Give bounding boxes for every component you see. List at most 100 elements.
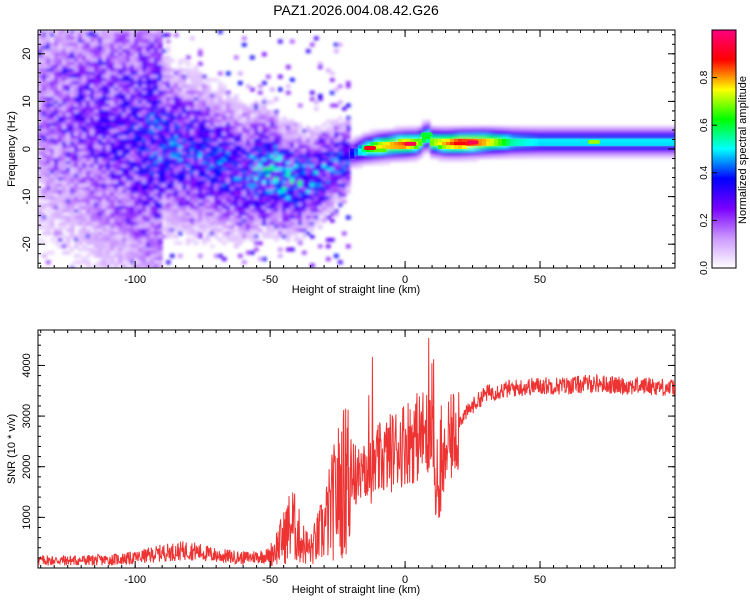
spectrogram-cell [322,123,327,127]
spectrogram-cell [602,155,607,159]
spectrogram-cell [170,59,175,63]
spectrogram-cell [514,155,519,159]
spectrogram-cell [338,43,343,47]
spectrogram-cell [78,267,83,271]
spectrogram-cell [294,238,299,242]
spectrogram-cell [162,235,167,239]
spectrogram-cell [198,62,203,66]
spectrogram-cell [258,241,263,245]
spectrogram-cell [330,91,335,95]
spectrogram-cell [466,158,471,162]
spectrogram-cell [498,155,503,159]
spectrogram-cell [582,155,587,159]
spectrogram-cell [338,203,343,207]
spectrogram-cell [262,81,267,85]
spectrogram-cell [238,254,243,258]
spectrogram-cell [226,72,231,76]
spectrogram-cell [666,155,671,159]
spectrogram-cell [530,142,535,146]
spectrogram-cell [286,65,291,69]
spectrogram-cell [358,164,363,168]
spectrogram-cell [614,155,619,159]
spectrogram-cell [202,75,207,79]
spectrogram-cell [382,161,387,165]
spectrogram-cell [334,212,339,216]
spectrogram-cell [390,158,395,162]
spectrogram-cell [250,110,255,114]
spectrogram-cell [186,56,191,60]
spectrogram-cell [262,52,267,56]
spectrogram-cell [86,241,91,245]
spectrogram-cell [166,49,171,53]
spectrogram-cell [46,196,51,200]
spectrogram-cell [606,155,611,159]
spectrogram-cell [422,152,427,156]
spectrogram-cell [210,78,215,82]
spectrogram-cell [266,235,271,239]
spectrogram-cell [62,244,67,248]
spectrogram-cell [282,235,287,239]
spectrogram-cell [202,228,207,232]
spectrogram-cell [414,158,419,162]
spectrogram-cell [154,267,159,271]
spectrogram-cell [114,254,119,258]
spectrogram-cell [318,225,323,229]
spectrogram-cell [98,225,103,229]
spectrogram-cell [90,251,95,255]
spectrogram-cell [518,155,523,159]
spectrogram-cell [550,155,555,159]
spectrogram-cell [74,260,79,264]
spectrogram-cell [42,225,47,229]
spectrogram-cell [494,155,499,159]
spectrogram-cell [206,238,211,242]
spectrogram-cell [206,78,211,82]
spectrogram-cell [430,142,435,146]
spectrogram-cell [222,241,227,245]
spectrogram-cell [150,267,155,271]
spectrogram-cell [334,104,339,108]
spectrogram-cell [570,155,575,159]
spectrogram-cell [86,254,91,258]
spectrogram-cell [90,267,95,271]
spectrogram-cell [178,62,183,66]
spectrogram-cell [166,235,171,239]
spectrogram-cell [82,238,87,242]
spectrogram-cell [222,91,227,95]
spectrogram-cell [350,164,355,168]
spectrogram-cell [78,248,83,252]
spectrogram-cell [486,142,491,146]
spectrogram-cell [330,212,335,216]
spectrogram-cell [178,232,183,236]
spectrogram-cell [318,212,323,216]
spectrogram-cell [58,244,63,248]
spectrogram-cell [74,203,79,207]
spectrogram-cell [302,251,307,255]
spectrogram-cell [406,158,411,162]
spectrogram-cell [138,267,143,271]
spectrogram-cell [278,40,283,44]
spectrogram-cell [618,155,623,159]
spectrogram-cell [270,88,275,92]
spectrogram-cell [198,84,203,88]
spectrogram-cell [166,33,171,37]
spectrogram-cell [478,155,483,159]
spectrogram-cell [230,238,235,242]
spectrogram-cell [318,219,323,223]
spectrogram-cell [90,225,95,229]
spectrogram-cell [54,216,59,220]
spectrogram-cell [590,155,595,159]
spectrogram-cell [90,241,95,245]
spectrogram-cell [210,232,215,236]
spectrogram-cell [622,155,627,159]
spectrogram-cell [234,222,239,226]
spectrogram-cell [342,193,347,197]
spectrogram-cell [38,238,43,242]
spectrogram-cell [162,219,167,223]
spectrogram-cell [50,232,55,236]
spectrogram-cell [42,232,47,236]
spectrogram-cell [218,222,223,226]
spectrogram-cell [182,68,187,72]
spectrogram-cell [290,78,295,82]
spectrogram-cell [334,254,339,258]
spectrogram-cell [394,145,399,149]
